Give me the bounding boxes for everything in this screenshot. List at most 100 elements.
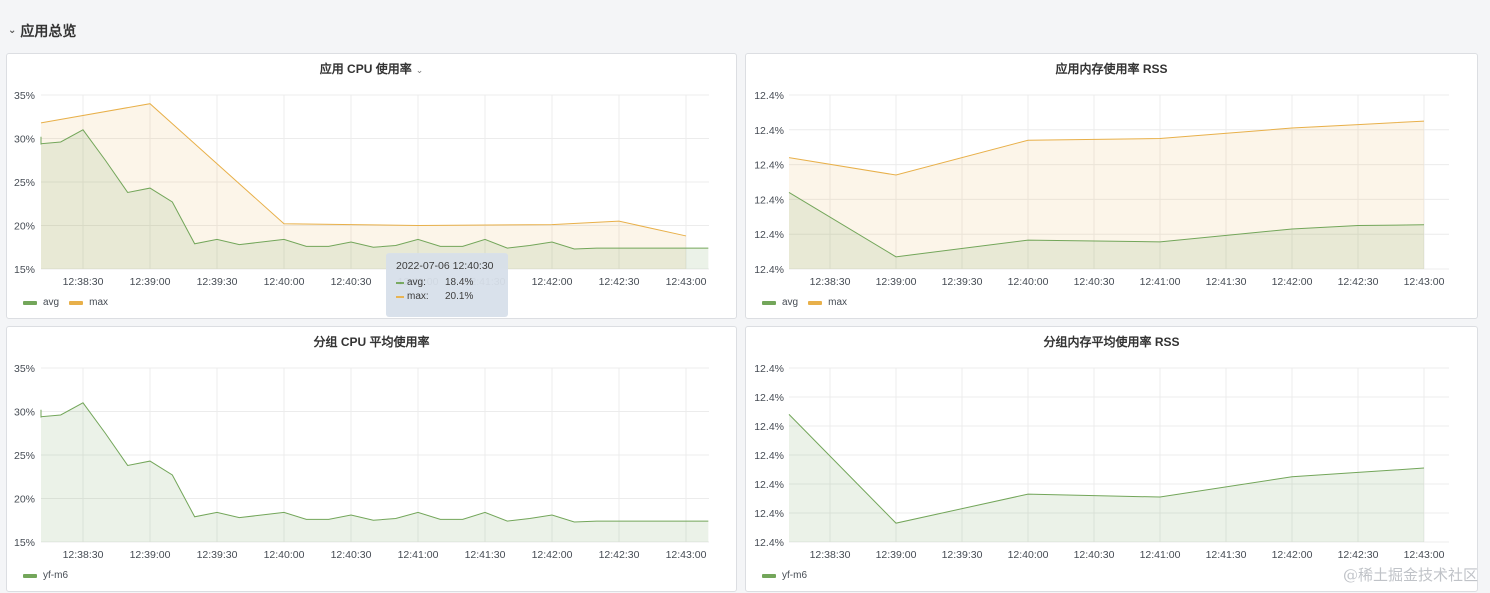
panel-app-cpu: 应用 CPU 使用率 ⌄ 15% 20% 25% 30% 35% 12:38:30 12:39… <box>6 53 737 319</box>
series-line-max <box>788 120 1425 176</box>
legend-swatch-yf-m6 <box>23 573 37 578</box>
y-tick-label: 12.4% <box>754 194 784 206</box>
chart-group-mem[interactable]: 12.4% 12.4% 12.4% 12.4% 12.4% 12.4% 12.4% 12:38… <box>746 327 1479 593</box>
x-tick-label: 12:39:30 <box>197 549 238 561</box>
tooltip-label: max: <box>407 291 429 302</box>
x-tick-label: 12:39:00 <box>130 276 171 288</box>
panel-app-mem: 应用内存使用率 RSS 12.4% 12.4% 12.4% 12.4% 12.4% 12.… <box>745 53 1478 319</box>
chart-group-cpu[interactable]: 15% 20% 25% 30% 35% 12:38:30 12:39:00 12:39:30 1… <box>7 327 738 593</box>
panel-title-group-mem[interactable]: 分组内存平均使用率 RSS <box>746 333 1477 350</box>
series-area-avg <box>789 192 1424 269</box>
panel-title-app-cpu[interactable]: 应用 CPU 使用率 ⌄ <box>7 60 736 77</box>
series-line-yf-m6 <box>40 402 709 523</box>
tooltip-label: avg: <box>407 277 426 288</box>
x-tick-label: 12:43:00 <box>666 549 707 561</box>
x-tick-label: 12:42:30 <box>599 549 640 561</box>
legend: yf-m6 <box>762 570 807 581</box>
x-tick-label: 12:38:30 <box>63 549 104 561</box>
y-tick-label: 12.4% <box>754 160 784 172</box>
panel-group-cpu: 分组 CPU 平均使用率 15% 20% 25% 30% 35% 12:38:30 12:3… <box>6 326 737 592</box>
legend-item-max[interactable]: max <box>69 297 108 308</box>
x-tick-label: 12:42:30 <box>1338 276 1379 288</box>
x-tick-label: 12:42:00 <box>532 276 573 288</box>
x-tick-label: 12:39:30 <box>197 276 238 288</box>
legend-item-avg[interactable]: avg <box>23 297 59 308</box>
x-tick-label: 12:42:30 <box>1338 549 1379 561</box>
y-tick-label: 35% <box>14 363 35 375</box>
tooltip-row-max: max: 20.1% <box>396 291 498 302</box>
x-tick-label: 12:43:00 <box>666 276 707 288</box>
y-tick-label: 20% <box>14 494 35 506</box>
series-area-avg <box>41 129 709 269</box>
legend: avg max <box>762 297 847 308</box>
legend-swatch-avg <box>762 300 776 305</box>
grid <box>41 367 709 543</box>
y-tick-label: 20% <box>14 221 35 233</box>
y-tick-label: 12.4% <box>754 479 784 491</box>
panel-title-app-mem[interactable]: 应用内存使用率 RSS <box>746 60 1477 77</box>
x-tick-label: 12:39:00 <box>876 549 917 561</box>
grid <box>789 94 1449 270</box>
x-tick-label: 12:40:30 <box>1074 276 1115 288</box>
panel-title-text: 分组内存平均使用率 RSS <box>1043 335 1180 349</box>
y-tick-label: 30% <box>14 407 35 419</box>
x-tick-label: 12:43:00 <box>1404 276 1445 288</box>
x-tick-label: 12:43:00 <box>1404 549 1445 561</box>
y-tick-label: 12.4% <box>754 125 784 137</box>
x-tick-label: 12:41:00 <box>398 549 439 561</box>
y-tick-label: 12.4% <box>754 229 784 241</box>
x-tick-label: 12:42:00 <box>1272 276 1313 288</box>
legend-swatch-avg <box>23 300 37 305</box>
legend-label: yf-m6 <box>782 570 807 581</box>
panel-title-group-cpu[interactable]: 分组 CPU 平均使用率 <box>7 333 736 350</box>
x-tick-label: 12:40:00 <box>1008 276 1049 288</box>
tooltip-swatch-max <box>396 295 404 298</box>
series-area-max <box>41 103 686 269</box>
x-tick-label: 12:40:30 <box>331 549 372 561</box>
x-tick-label: 12:40:00 <box>264 549 305 561</box>
x-tick-label: 12:41:00 <box>1140 549 1181 561</box>
x-tick-label: 12:39:30 <box>942 549 983 561</box>
x-tick-label: 12:39:00 <box>130 549 171 561</box>
series-line-yf-m6 <box>788 414 1425 524</box>
legend-label: yf-m6 <box>43 570 68 581</box>
x-tick-label: 12:40:30 <box>331 276 372 288</box>
y-tick-label: 15% <box>14 537 35 549</box>
legend: avg max <box>23 297 108 308</box>
panel-title-text: 应用 CPU 使用率 <box>319 62 412 76</box>
x-tick-label: 12:38:30 <box>810 276 851 288</box>
tooltip-swatch-avg <box>396 281 404 284</box>
x-tick-label: 12:41:30 <box>1206 276 1247 288</box>
series-area-yf-m6 <box>789 414 1424 542</box>
series-line-max <box>40 103 687 237</box>
x-tick-label: 12:40:30 <box>1074 549 1115 561</box>
row-title: 应用总览 <box>20 23 77 39</box>
tooltip-time: 2022-07-06 12:40:30 <box>396 260 494 272</box>
legend-item-avg[interactable]: avg <box>762 297 798 308</box>
chevron-down-icon[interactable]: ⌄ <box>415 65 424 75</box>
x-tick-label: 12:42:00 <box>1272 549 1313 561</box>
tooltip-value: 18.4% <box>445 277 474 288</box>
y-tick-label: 12.4% <box>754 508 784 520</box>
series-line-avg <box>788 192 1425 258</box>
y-tick-label: 30% <box>14 134 35 146</box>
legend-label: max <box>89 297 109 308</box>
chart-app-cpu[interactable]: 15% 20% 25% 30% 35% 12:38:30 12:39:00 12:39:30 1… <box>7 54 738 320</box>
legend-item-yf-m6[interactable]: yf-m6 <box>23 570 68 581</box>
legend-item-yf-m6[interactable]: yf-m6 <box>762 570 807 581</box>
x-tick-label: 12:38:30 <box>810 549 851 561</box>
series-line-avg <box>40 129 709 250</box>
legend-label: avg <box>43 297 60 308</box>
y-tick-label: 15% <box>14 264 35 276</box>
chart-app-mem[interactable]: 12.4% 12.4% 12.4% 12.4% 12.4% 12.4% 12:38:30 12… <box>746 54 1479 320</box>
x-tick-label: 12:39:00 <box>876 276 917 288</box>
legend-item-max[interactable]: max <box>808 297 847 308</box>
x-tick-label: 12:40:00 <box>264 276 305 288</box>
legend-swatch-max <box>808 300 823 305</box>
row-header-app-overview[interactable]: ⌄ 应用总览 <box>8 20 76 42</box>
x-tick-label: 12:38:30 <box>63 276 104 288</box>
legend-label: avg <box>782 297 799 308</box>
y-tick-label: 12.4% <box>754 90 784 102</box>
watermark: @稀土掘金技术社区 <box>1342 566 1478 584</box>
x-tick-label: 12:41:30 <box>465 549 506 561</box>
